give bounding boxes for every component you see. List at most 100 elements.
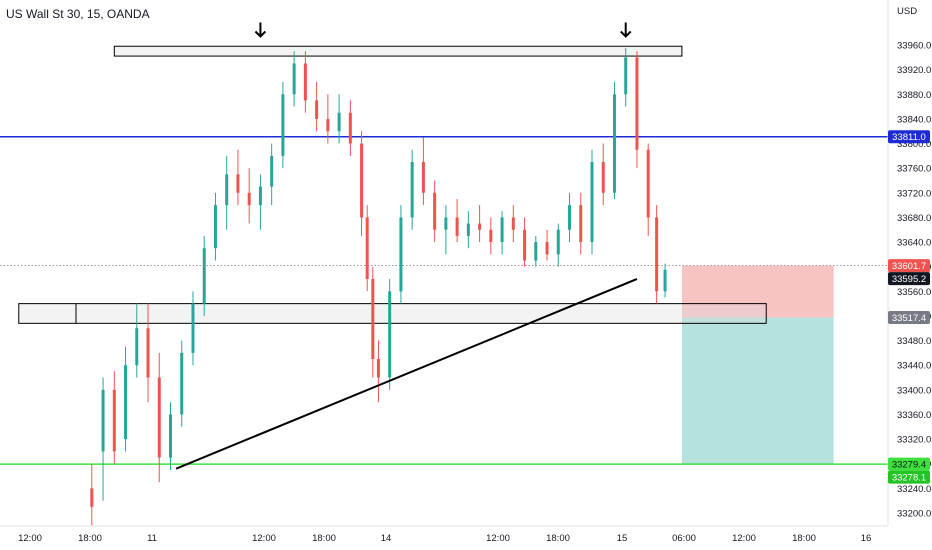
y-tick-label: 33720.0 (897, 188, 931, 199)
candle-body (247, 192, 251, 206)
y-tick-label: 33240.0 (897, 484, 931, 495)
candle-body (489, 229, 493, 243)
candle (388, 278, 392, 390)
y-tick-label: 33960.0 (897, 40, 931, 51)
candle-body (202, 248, 206, 304)
y-tick-label: 33640.0 (897, 238, 931, 249)
candle-body (511, 217, 515, 230)
candle-body (433, 192, 437, 230)
candle (146, 303, 150, 403)
price-badge-bg (888, 259, 930, 273)
candle (489, 217, 493, 255)
candle (545, 229, 549, 261)
chart-title: US Wall St 30, 15, OANDA (6, 7, 150, 21)
candle (225, 155, 229, 230)
candle (624, 48, 628, 107)
candle-body (90, 488, 94, 507)
candle (281, 81, 285, 169)
candle-body (315, 100, 319, 119)
candle-body (326, 118, 330, 132)
candle-body (376, 359, 380, 378)
stop-loss-zone (681, 265, 834, 318)
candle (135, 303, 139, 378)
candle-body (444, 217, 448, 230)
price-badge-bg (888, 470, 930, 484)
candle (202, 235, 206, 316)
price-badge-label: 33601.7 (892, 261, 926, 272)
candle (247, 168, 251, 224)
down-arrow-marker (620, 22, 632, 38)
candle-body (534, 242, 538, 261)
candle-body (146, 328, 150, 378)
candle (590, 149, 594, 255)
y-tick-label: 33440.0 (897, 361, 931, 372)
candle (399, 205, 403, 304)
candle-body (410, 161, 414, 218)
y-tick-label: 33560.0 (897, 287, 931, 298)
candle (360, 131, 364, 236)
candle-body (624, 57, 628, 95)
candle (466, 211, 470, 249)
y-tick-label: 33360.0 (897, 410, 931, 421)
candle-body (500, 217, 504, 243)
candle-body (556, 229, 560, 255)
candle-body (455, 217, 459, 236)
candle-body (478, 223, 482, 230)
x-tick-label: 12:00 (732, 533, 756, 544)
candle (433, 180, 437, 243)
candle-body (258, 186, 262, 206)
candle-body (663, 269, 667, 292)
x-tick-label: 12:00 (252, 533, 276, 544)
candle-body (612, 94, 616, 193)
candle-body (601, 161, 605, 193)
candle (371, 266, 375, 378)
candle (655, 205, 659, 304)
candle (236, 149, 240, 206)
currency-label: USD (897, 6, 917, 17)
down-arrow-marker (254, 22, 267, 38)
candle-body (579, 205, 583, 243)
candle-body (348, 112, 352, 144)
candle-body (365, 217, 369, 279)
x-tick-label: 11 (147, 533, 157, 544)
price-badge: 33601.7 (888, 259, 930, 273)
candle-body (124, 365, 128, 440)
candle-body (169, 414, 172, 458)
price-badge: 33517.4 (888, 311, 930, 325)
candle (478, 205, 482, 243)
candle (90, 463, 94, 526)
candle-body (568, 205, 572, 230)
candle (258, 174, 262, 230)
candle (124, 346, 128, 452)
candle (101, 377, 105, 501)
candle-body (236, 174, 240, 193)
candle-body (112, 389, 116, 452)
candle (523, 217, 527, 267)
price-badge-bg (888, 457, 930, 471)
candle-body (281, 94, 285, 156)
candle-body (180, 352, 184, 415)
candle (635, 51, 639, 169)
x-tick-label: 12:00 (486, 533, 510, 544)
candle (191, 291, 195, 366)
candle-body (225, 174, 229, 206)
price-badge-label: 33595.2 (892, 274, 926, 285)
candle-body (213, 205, 217, 249)
candle (213, 192, 217, 261)
price-badge-bg (888, 130, 930, 144)
candle-body (157, 377, 161, 458)
candle (534, 235, 538, 267)
candle (348, 100, 352, 156)
x-tick-label: 18:00 (312, 533, 336, 544)
candle (511, 205, 515, 243)
candle (500, 211, 504, 255)
price-badge-label: 33811.0 (892, 132, 926, 143)
price-badge: 33811.0 (888, 130, 930, 144)
candle (270, 143, 274, 206)
candle (612, 81, 616, 199)
candle-body (191, 303, 195, 353)
candle (376, 340, 380, 403)
candle-body (523, 229, 527, 261)
